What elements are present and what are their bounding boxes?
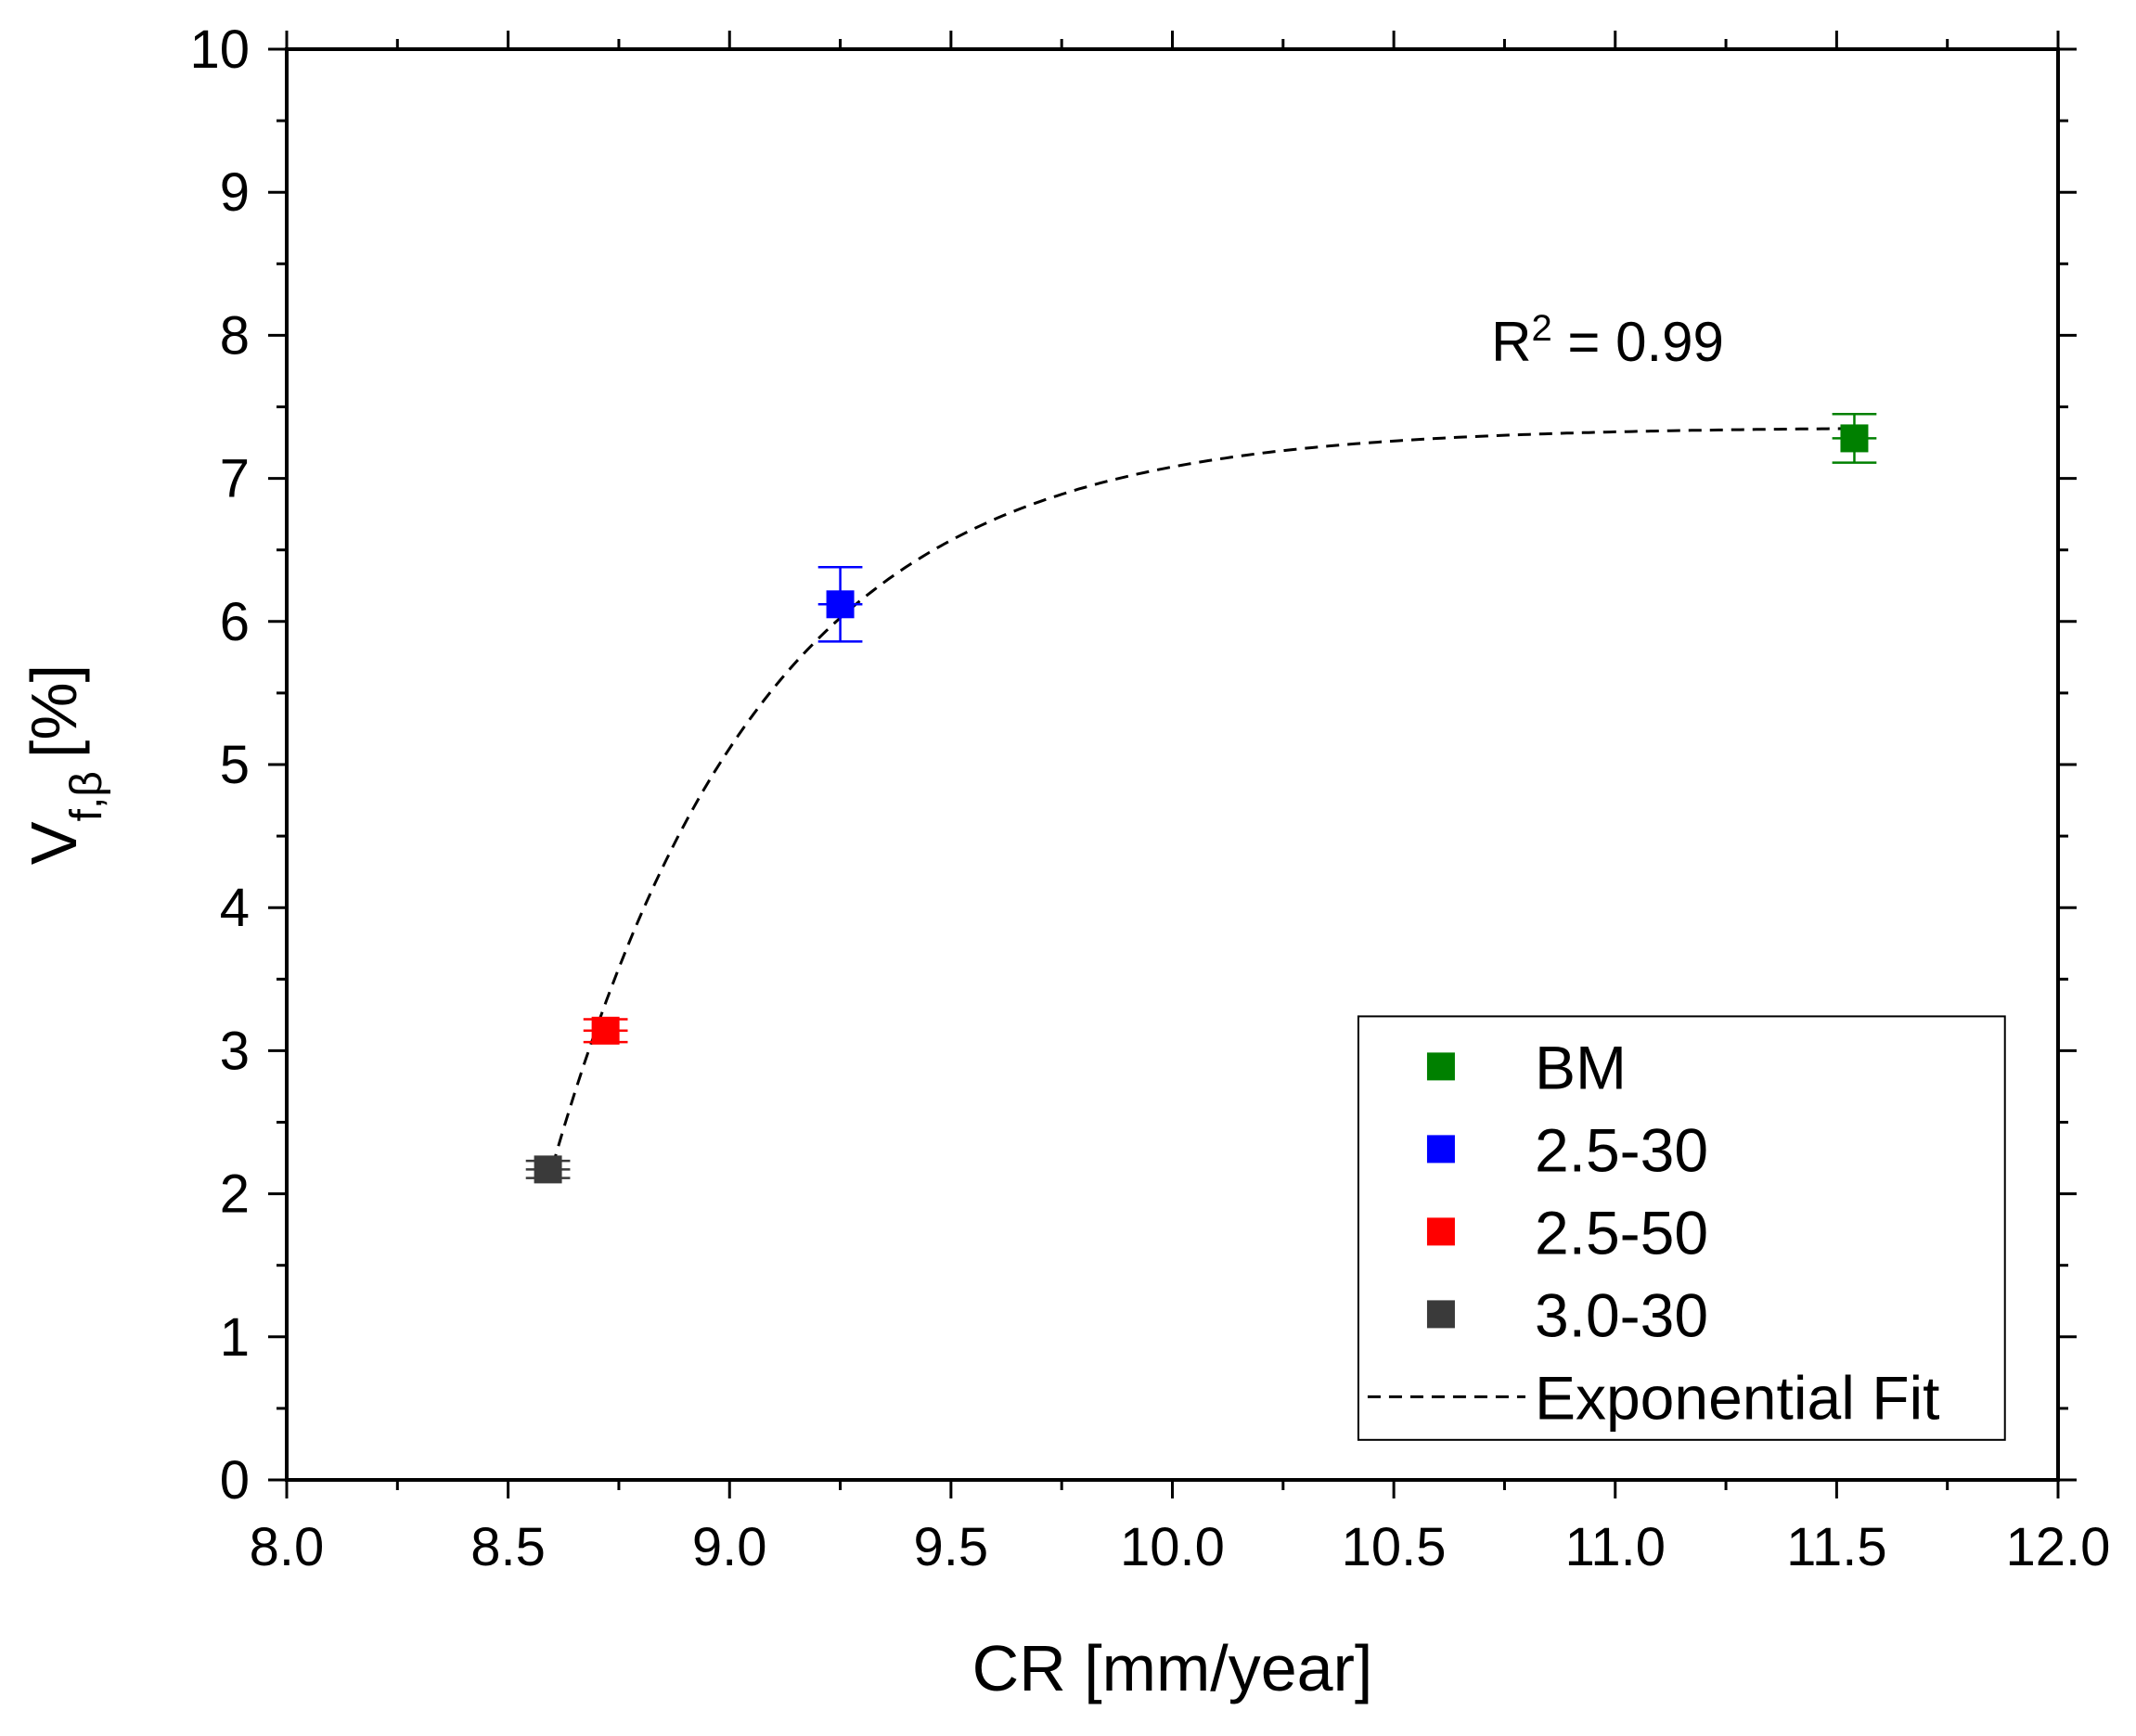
x-tick-label: 10.0 [1120, 1517, 1225, 1577]
fit-layer [550, 427, 1855, 1167]
x-axis-title: CR [mm/year] [972, 1632, 1373, 1704]
x-tick-label: 11.0 [1564, 1517, 1666, 1577]
y-tick-label: 7 [220, 449, 250, 509]
r2-value: = 0.99 [1552, 311, 1724, 373]
data-point-marker [1840, 424, 1869, 453]
data-point-group [525, 1155, 571, 1184]
r2-label: R [1491, 311, 1531, 373]
r2-power: 2 [1531, 308, 1551, 349]
legend-marker [1426, 1300, 1455, 1329]
x-tick-label: 9.5 [914, 1517, 989, 1577]
legend-item: 3.0-30 [1426, 1280, 1708, 1349]
x-tick-label: 9.0 [692, 1517, 767, 1577]
legend-label: 2.5-30 [1535, 1115, 1708, 1184]
y-axis-title-main: V [18, 821, 90, 865]
legend-items: BM 2.5-30 2.5-50 3.0-30 Exponential Fit [1367, 1033, 1940, 1432]
y-tick-label: 5 [220, 735, 250, 795]
y-tick-label: 8 [220, 305, 250, 366]
data-point-marker [534, 1155, 562, 1184]
x-tick-label: 12.0 [2006, 1517, 2111, 1577]
legend-label: BM [1535, 1033, 1627, 1101]
y-tick-label: 10 [189, 19, 250, 80]
data-point-marker [826, 590, 855, 619]
legend: BM 2.5-30 2.5-50 3.0-30 Exponential Fit [1357, 1015, 2006, 1441]
legend-marker [1426, 1052, 1455, 1081]
y-tick-label: 1 [220, 1307, 250, 1368]
data-point-group [817, 565, 863, 643]
legend-box [1357, 1015, 2006, 1441]
legend-label: 3.0-30 [1535, 1280, 1708, 1349]
axis-ticks: 8.0 8.5 9.0 9.5 10.0 10.5 11.0 11.5 12.0 0 1 2 3 4 5 6 7… [189, 19, 2110, 1577]
r-squared-annotation: R2 = 0.99 [1491, 308, 1724, 373]
y-tick-label: 2 [220, 1164, 250, 1225]
y-tick-label: 3 [220, 1021, 250, 1081]
exponential-fit-curve [550, 427, 1855, 1167]
x-tick-label: 8.5 [470, 1517, 546, 1577]
legend-item-fit: Exponential Fit [1367, 1363, 1940, 1432]
x-tick-label: 11.5 [1786, 1517, 1887, 1577]
y-axis-title-subscript: f,β [62, 771, 111, 821]
y-axis-title: Vf,β [%] [18, 664, 111, 865]
y-tick-label: 0 [220, 1450, 250, 1511]
legend-label: Exponential Fit [1535, 1363, 1940, 1432]
y-tick-label: 9 [220, 162, 250, 223]
legend-item: 2.5-30 [1426, 1115, 1708, 1184]
x-tick-label: 10.5 [1342, 1517, 1447, 1577]
data-point-group [1832, 412, 1877, 464]
x-tick-label: 8.0 [250, 1517, 325, 1577]
legend-item: BM [1426, 1033, 1627, 1101]
legend-marker [1426, 1217, 1455, 1246]
y-tick-label: 4 [220, 878, 250, 938]
y-tick-label: 6 [220, 592, 250, 652]
data-point-marker [591, 1016, 620, 1045]
plot-frame [285, 47, 2060, 1482]
data-point-group [583, 1016, 628, 1045]
legend-item: 2.5-50 [1426, 1198, 1708, 1267]
y-axis-title-unit: [%] [18, 664, 90, 758]
data-points [525, 412, 1877, 1184]
legend-label: 2.5-50 [1535, 1198, 1708, 1267]
legend-marker [1426, 1135, 1455, 1164]
